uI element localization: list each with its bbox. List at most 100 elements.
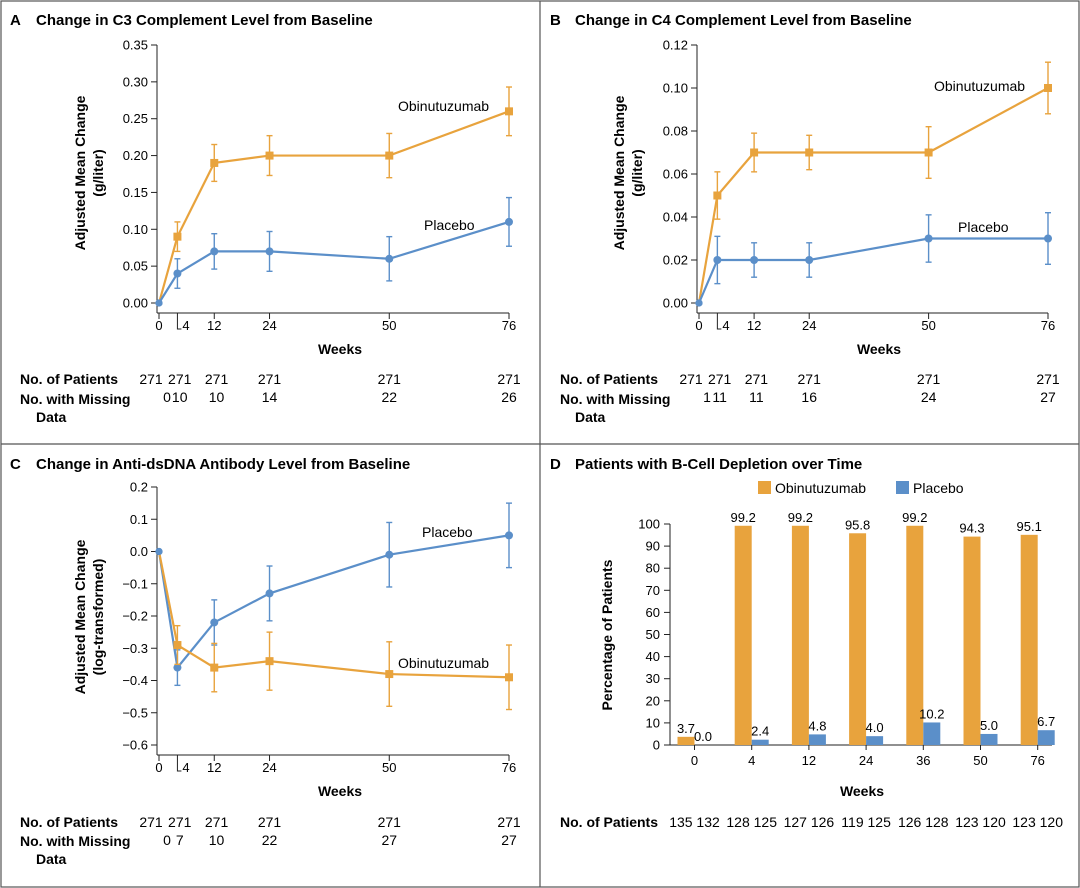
data-point-placebo [750, 256, 759, 264]
chart-marks: 0.000.050.100.150.200.250.300.350 4 12 24 50… [122, 38, 1063, 849]
y-tick-label: 0.20 [123, 148, 148, 163]
y-axis-label-unit: (g/liter) [90, 149, 106, 196]
missing-count: 0 [163, 832, 171, 848]
y-tick-label: 100 [638, 517, 660, 532]
panel-letter: C [10, 456, 21, 473]
bar-value-label: 99.2 [731, 510, 756, 525]
x-tick-label: 4 [182, 318, 189, 333]
data-point-placebo [385, 550, 394, 559]
data-point-placebo [210, 618, 219, 627]
bar-value-label: 3.7 [677, 721, 695, 736]
panel-b-c4-chart: B Change in C4 Complement Level from Bas… [550, 12, 1025, 425]
x-tick-label: 50 [921, 318, 935, 333]
series-label-placebo: Placebo [958, 219, 1009, 235]
missing-count: 0 [163, 389, 171, 405]
x-tick-label: 12 [802, 753, 816, 768]
x-tick-label: 0 [155, 760, 162, 775]
y-tick-label: −0.3 [122, 641, 148, 656]
missing-count: 27 [381, 832, 397, 848]
x-tick-label: 0 [691, 753, 698, 768]
x-tick-label: 0 [155, 318, 162, 333]
series-line-obinutuzumab [697, 87, 1049, 304]
data-point-obinutuzumab [265, 657, 274, 666]
patients-count: 271 [139, 371, 163, 387]
x-tick-label: 50 [973, 753, 987, 768]
patients-count: 271 [1036, 371, 1060, 387]
bar-value-label: 95.1 [1017, 519, 1042, 534]
y-tick-label: 0 [653, 738, 660, 753]
panel-letter: B [550, 12, 561, 29]
patients-count: 271 [378, 371, 402, 387]
x-tick-label: 76 [502, 760, 516, 775]
patients-row-label: No. of Patients [560, 814, 658, 830]
bar-placebo [808, 734, 826, 745]
missing-count: 7 [176, 832, 184, 848]
x-tick-label: 12 [207, 318, 221, 333]
y-tick-label: 0.00 [123, 296, 148, 311]
patients-count: 271 [917, 371, 941, 387]
data-point-obinutuzumab [1044, 84, 1052, 92]
panel-letter: A [10, 12, 21, 29]
bar-value-label: 95.8 [845, 517, 870, 532]
data-point-obinutuzumab [924, 148, 933, 157]
x-tick-label: 50 [382, 760, 396, 775]
data-point-placebo [1044, 234, 1052, 243]
y-tick-label: 0.35 [123, 38, 148, 53]
x-tick-bracket [176, 313, 182, 330]
x-tick-label: 24 [262, 760, 276, 775]
panel-a-marks: 0.00 0.05 0.10 0.15 0.20 0.25 0.30 0.35 0 4 12 24 50… [123, 38, 521, 406]
legend-swatch-obinutuzumab [758, 481, 771, 494]
series-label-obinutuzumab: Obinutuzumab [398, 98, 489, 114]
data-point-placebo [265, 589, 274, 598]
missing-row-label: No. with Missing [560, 391, 670, 407]
bar-obinutuzumab [1020, 534, 1038, 745]
bar-placebo [980, 733, 998, 745]
y-tick-label: 0.08 [663, 124, 688, 139]
x-tick-bracket [176, 755, 182, 772]
y-tick-label: 0.30 [123, 74, 148, 89]
missing-count: 10 [209, 389, 225, 405]
data-point-obinutuzumab [750, 148, 759, 157]
missing-count: 24 [921, 389, 937, 405]
missing-row-label-cont: Data [36, 409, 67, 425]
bar-obinutuzumab [963, 536, 981, 745]
patients-count: 123 120 [1012, 814, 1063, 830]
patients-row-label: No. of Patients [20, 814, 118, 830]
data-point-placebo [805, 256, 814, 264]
x-tick-label: 0 [695, 318, 702, 333]
y-tick-label: 0.1 [130, 512, 148, 527]
series-line-placebo [697, 237, 1048, 304]
patients-count: 271 [205, 371, 229, 387]
y-axis-label: Adjusted Mean Change [72, 539, 88, 694]
bar-obinutuzumab [849, 533, 867, 745]
x-axis-label: Weeks [318, 783, 362, 799]
legend-label-placebo: Placebo [913, 480, 964, 496]
data-point-obinutuzumab [210, 158, 219, 167]
y-tick-label: 0.06 [663, 167, 688, 182]
series-line-placebo [157, 534, 510, 671]
data-point-origin [695, 299, 703, 307]
panel-d-bcell-chart: D Patients with B-Cell Depletion over Ti… [550, 456, 964, 830]
y-tick-label: 30 [646, 671, 660, 686]
x-tick-label: 24 [802, 318, 816, 333]
patients-count: 271 [708, 371, 732, 387]
data-point-obinutuzumab [805, 148, 814, 157]
series-label-obinutuzumab: Obinutuzumab [398, 655, 489, 671]
data-point-obinutuzumab [210, 663, 219, 672]
y-axis-label: Adjusted Mean Change [72, 95, 88, 250]
y-tick-label: 50 [646, 627, 660, 642]
x-tick-label: 76 [502, 318, 516, 333]
missing-count: 26 [501, 389, 517, 405]
patients-count: 271 [497, 814, 521, 830]
y-tick-label: −0.1 [122, 576, 148, 591]
bar-value-label: 4.8 [808, 718, 826, 733]
x-tick-label: 12 [747, 318, 761, 333]
y-axis-label-unit: (log-transformed) [90, 559, 106, 676]
patients-count: 119 125 [841, 814, 891, 830]
bar-obinutuzumab [791, 525, 809, 745]
patients-count: 271 [745, 371, 769, 387]
missing-count: 16 [801, 389, 817, 405]
y-tick-label: 70 [646, 583, 660, 598]
missing-count: 14 [262, 389, 278, 405]
panel-c-anti-dsdna-chart: C Change in Anti-dsDNA Antibody Level fr… [10, 456, 489, 867]
